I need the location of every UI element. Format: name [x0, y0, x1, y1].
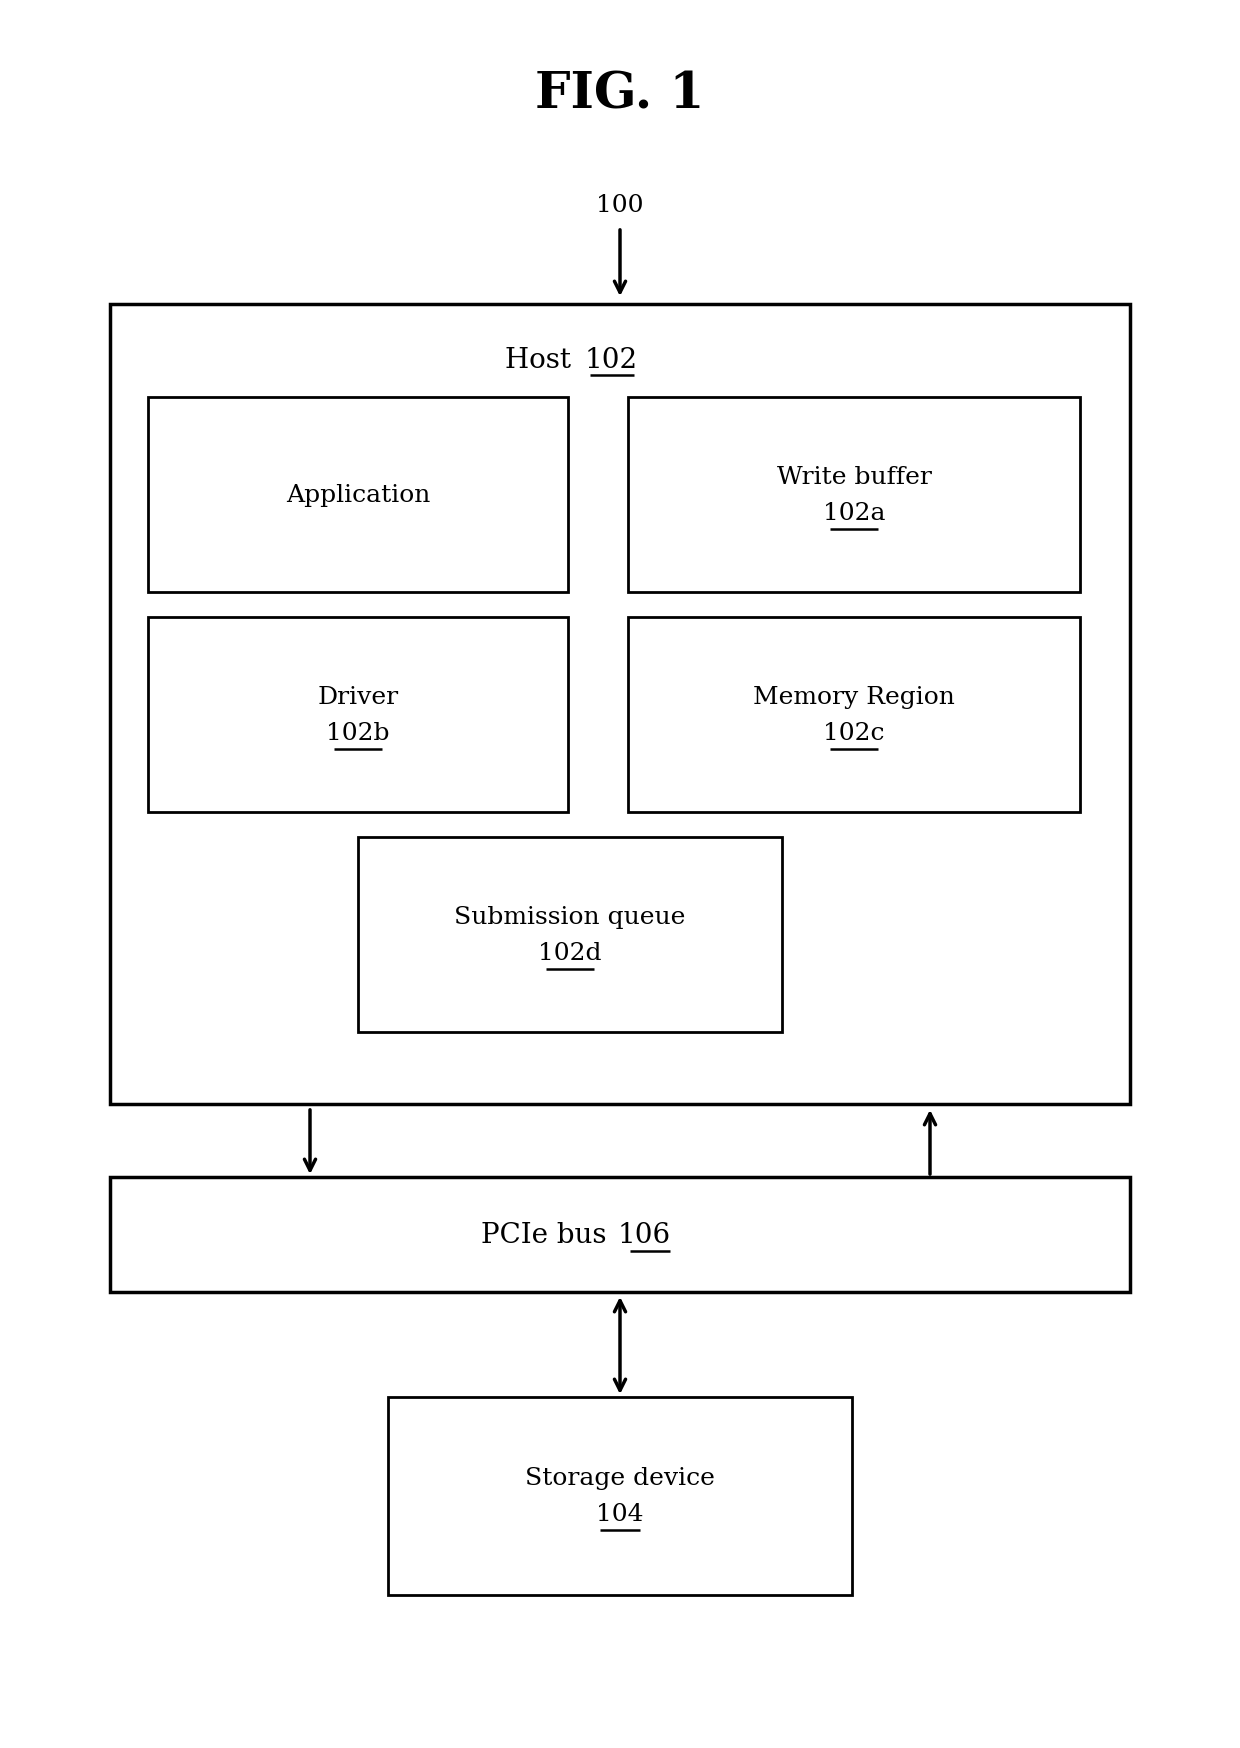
Text: 102a: 102a	[823, 502, 885, 524]
Text: Submission queue: Submission queue	[454, 905, 686, 928]
Text: Memory Region: Memory Region	[753, 685, 955, 708]
Bar	[110, 1178, 1130, 1292]
Bar	[148, 617, 568, 813]
Text: PCIe bus: PCIe bus	[481, 1222, 615, 1248]
Bar	[627, 399, 1080, 593]
Text: 100: 100	[596, 194, 644, 217]
Text: 104: 104	[596, 1503, 644, 1526]
Bar	[148, 399, 568, 593]
Text: FIG. 1: FIG. 1	[536, 70, 704, 119]
Text: 102b: 102b	[326, 722, 389, 745]
Text: 102c: 102c	[823, 722, 885, 745]
Bar	[110, 304, 1130, 1105]
Text: Host: Host	[505, 346, 580, 374]
Text: 102d: 102d	[538, 942, 601, 965]
Text: Write buffer: Write buffer	[776, 465, 931, 489]
Text: Driver: Driver	[317, 685, 398, 708]
Text: Storage device: Storage device	[525, 1467, 715, 1489]
Bar	[358, 837, 782, 1033]
Text: 102: 102	[585, 346, 639, 374]
Text: 106: 106	[618, 1222, 671, 1248]
Text: Application: Application	[285, 484, 430, 507]
Bar	[627, 617, 1080, 813]
Bar	[388, 1397, 852, 1596]
